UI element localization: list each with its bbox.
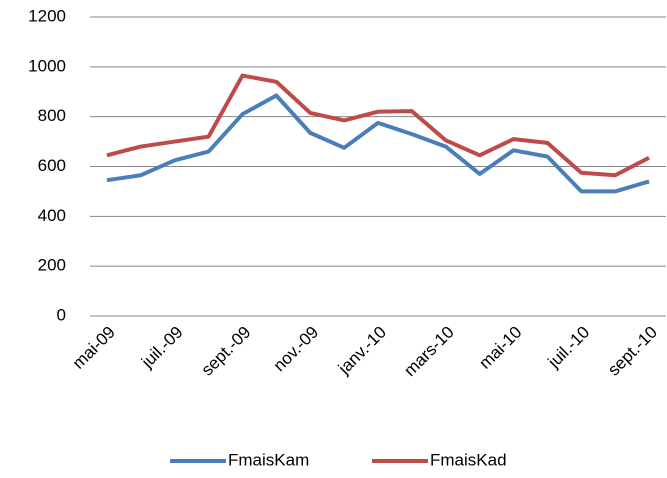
y-tick-label: 1000 <box>28 56 66 75</box>
x-tick-label: mars-10 <box>400 323 458 381</box>
y-tick-label: 0 <box>57 305 66 324</box>
y-tick-label: 800 <box>38 106 66 125</box>
x-tick-label: sept.-09 <box>198 323 255 380</box>
x-tick-label: juil.-10 <box>544 323 594 373</box>
y-tick-label: 400 <box>38 206 66 225</box>
x-tick-label: sept.-10 <box>604 323 661 380</box>
legend-label: FmaisKad <box>430 450 507 469</box>
series-line <box>106 93 650 194</box>
y-tick-label: 200 <box>38 256 66 275</box>
series-line <box>106 73 650 178</box>
y-tick-label: 600 <box>38 156 66 175</box>
x-tick-label: juil.-09 <box>137 323 187 373</box>
x-tick-label: janv.-10 <box>334 323 390 379</box>
x-tick-label: mai-10 <box>475 323 525 373</box>
x-tick-label: mai-09 <box>69 323 119 373</box>
legend-label: FmaisKam <box>228 450 309 469</box>
x-tick-label: nov.-09 <box>270 323 323 376</box>
y-tick-label: 1200 <box>28 6 66 25</box>
